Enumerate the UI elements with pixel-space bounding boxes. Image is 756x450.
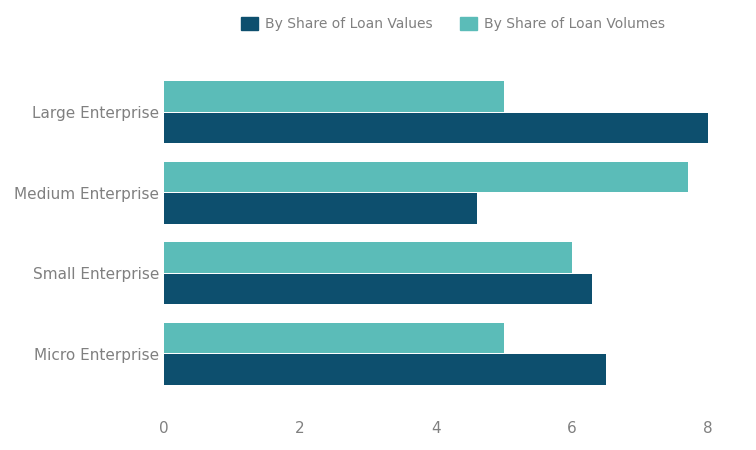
Bar <box>164 243 572 273</box>
Bar <box>164 113 708 144</box>
Bar <box>164 193 477 224</box>
Bar <box>164 323 504 353</box>
Bar <box>164 274 593 304</box>
Bar <box>164 162 688 193</box>
Bar <box>164 81 504 112</box>
Legend: By Share of Loan Values, By Share of Loan Volumes: By Share of Loan Values, By Share of Loa… <box>236 12 671 37</box>
Bar <box>164 354 606 385</box>
